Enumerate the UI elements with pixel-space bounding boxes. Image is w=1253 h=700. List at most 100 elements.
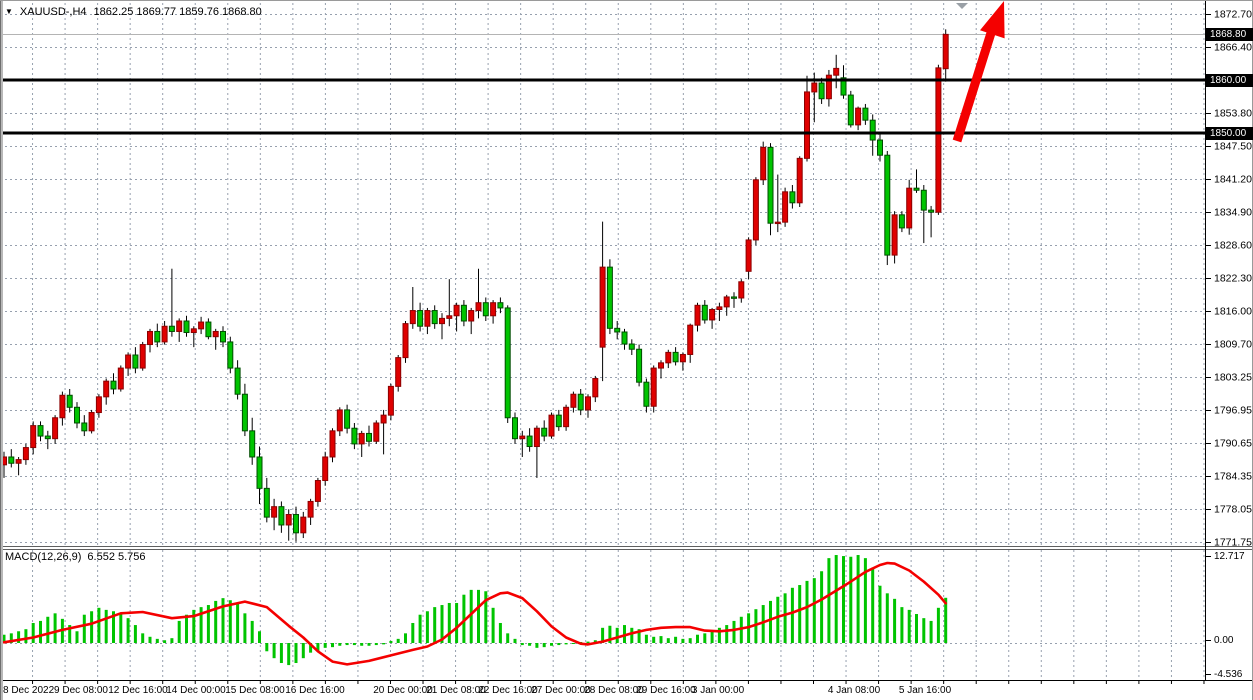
candle-body: [198, 321, 205, 330]
candle-body: [30, 425, 37, 449]
candle-body: [132, 354, 139, 369]
candle-body: [256, 456, 263, 489]
macd-histogram-bar: [367, 643, 371, 646]
candle-body: [351, 427, 358, 445]
trend-arrow-annotation: [952, 1, 1005, 143]
candle-body: [906, 187, 913, 229]
candle-body: [402, 323, 409, 359]
macd-histogram-bar: [90, 611, 94, 643]
macd-axis-zero-label: 0.00: [1214, 635, 1234, 646]
candle-body: [307, 500, 314, 518]
macd-histogram-bar: [520, 643, 524, 646]
candle-body: [570, 393, 577, 408]
macd-histogram-bar: [674, 636, 678, 643]
candle-body: [592, 378, 599, 398]
macd-histogram-bar: [31, 622, 35, 643]
arrow-head: [980, 1, 1005, 39]
macd-histogram-bar: [542, 643, 546, 648]
arrow-shaft: [952, 31, 996, 143]
macd-axis-max-label: 12.717: [1214, 551, 1245, 562]
price-axis-label: 1784.35: [1214, 471, 1252, 483]
macd-histogram-bar: [258, 631, 261, 643]
time-axis-label: 28 Dec 08:00: [584, 685, 644, 696]
candle-body: [935, 67, 942, 213]
macd-histogram-bar: [885, 593, 889, 643]
macd-histogram-bar: [214, 600, 218, 643]
candle-body: [526, 435, 533, 448]
candle-body: [453, 304, 460, 317]
candle-body: [110, 380, 117, 390]
macd-histogram-bar: [294, 643, 298, 664]
macd-histogram-bar: [842, 556, 845, 643]
macd-histogram-bar: [528, 643, 532, 646]
candle-body: [928, 209, 935, 213]
macd-histogram-bar: [141, 633, 145, 643]
candle-body: [862, 107, 869, 121]
macd-histogram-bar: [163, 640, 167, 643]
macd-histogram-bar: [236, 602, 240, 643]
macd-histogram-bar: [126, 618, 130, 643]
horizontal-gridlines: [0, 14, 1205, 543]
current-price-tag: 1868.80: [1206, 27, 1253, 41]
macd-histogram-bar: [323, 643, 327, 648]
macd-histogram-bar: [39, 620, 42, 643]
macd-histogram-bar: [316, 643, 320, 652]
candle-body: [672, 351, 679, 363]
macd-histogram-bar: [491, 607, 495, 643]
macd-histogram-bar: [776, 596, 780, 643]
candle-body: [344, 409, 351, 429]
candle-body: [563, 406, 570, 428]
macd-signal-line: [2, 561, 948, 666]
candle-body: [643, 381, 650, 407]
macd-histogram-bar: [929, 620, 933, 643]
macd-histogram-bar: [564, 643, 568, 645]
candle-body: [431, 310, 438, 325]
time-axis-label: 12 Dec 16:00: [108, 685, 168, 696]
ohlc-values: 1862.25 1869.77 1859.76 1868.80: [93, 6, 262, 18]
candle-body: [314, 480, 321, 502]
candle-body: [767, 146, 774, 224]
candle-body: [271, 506, 278, 518]
macd-histogram-bar: [199, 607, 203, 643]
candle-body: [366, 432, 372, 442]
macd-histogram-bar: [615, 627, 619, 643]
time-axis-label: 9 Dec 08:00: [54, 685, 108, 696]
time-axis-label: 29 Dec 16:00: [636, 685, 696, 696]
macd-histogram-bar: [783, 593, 787, 643]
price-axis-label: 1847.50: [1214, 141, 1252, 153]
macd-histogram-bar: [185, 614, 188, 643]
candle-body: [490, 302, 497, 317]
candle-body: [913, 187, 920, 191]
candle-body: [877, 139, 883, 156]
macd-histogram-bar: [739, 616, 743, 643]
macd-histogram-bar: [535, 643, 539, 648]
candle-body: [804, 91, 810, 159]
price-axis-label: 1803.25: [1214, 372, 1252, 384]
symbol-dropdown-icon[interactable]: ▼: [5, 7, 13, 16]
candle-body: [168, 325, 175, 332]
candle-body: [44, 435, 51, 440]
candle-body: [227, 341, 234, 369]
candle-body: [417, 310, 424, 327]
macd-histogram-bar: [936, 607, 940, 643]
candle-body: [154, 330, 161, 343]
candle-body: [818, 82, 825, 100]
macd-histogram-bar: [462, 594, 466, 643]
candle-body: [884, 154, 891, 256]
candle-body: [293, 514, 299, 534]
macd-histogram-bar: [893, 598, 897, 643]
macd-histogram-bar: [513, 638, 517, 643]
candle-body: [52, 417, 59, 440]
macd-histogram-bar: [68, 625, 72, 643]
macd-histogram-bar: [177, 620, 181, 643]
macd-histogram-bar: [221, 598, 225, 643]
symbol-period-label: XAUUSD-,H4: [19, 6, 87, 18]
macd-histogram-bar: [827, 558, 831, 643]
macd-histogram-bar: [148, 636, 152, 643]
candle-body: [533, 427, 540, 448]
macd-histogram-bar: [250, 620, 254, 643]
macd-histogram-bar: [170, 638, 174, 643]
macd-histogram-bar: [849, 556, 853, 643]
